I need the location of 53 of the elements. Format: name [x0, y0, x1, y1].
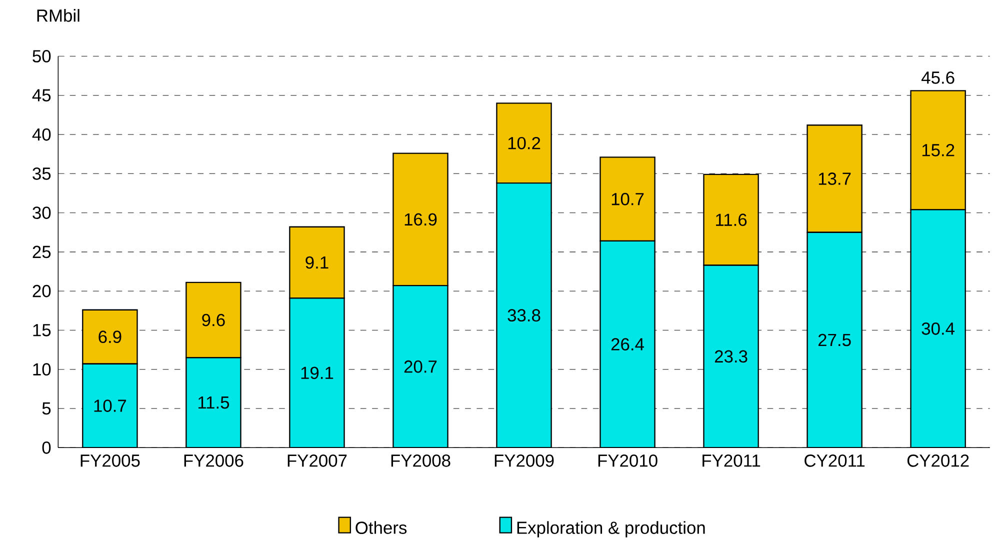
data-label: 30.4: [922, 322, 955, 335]
bar: [806, 232, 862, 448]
x-tick-label: FY2010: [598, 454, 658, 467]
x-tick-label: FY2008: [391, 454, 450, 467]
x-tick-label: FY2011: [702, 454, 760, 467]
bar: [289, 298, 345, 448]
bar: [186, 357, 242, 448]
x-tick-label: FY2007: [288, 454, 347, 467]
bar: [289, 226, 345, 299]
bar: [910, 209, 966, 448]
y-tick-label: 50: [32, 50, 51, 63]
legend-label: Exploration & production: [517, 521, 705, 538]
bar: [600, 240, 656, 448]
bar: [392, 285, 448, 448]
legend-label: Others: [356, 521, 407, 534]
data-label: 27.5: [818, 334, 851, 346]
y-tick-label: 20: [32, 285, 51, 298]
y-tick-label: 30: [32, 206, 51, 220]
data-label: 10.2: [508, 137, 540, 150]
y-axis-title: RMbil: [37, 9, 80, 22]
data-label: 9.1: [306, 256, 328, 269]
total-label: 45.6: [922, 72, 954, 84]
data-label: 26.4: [611, 338, 644, 351]
y-tick-label: 35: [32, 168, 51, 180]
bar: [82, 363, 138, 448]
data-label: 13.7: [818, 172, 851, 186]
y-tick-label: 45: [32, 89, 51, 102]
data-label: 15.2: [922, 144, 954, 156]
y-tick-label: 0: [42, 442, 51, 454]
x-tick-label: FY2005: [80, 454, 140, 467]
data-label: 11.5: [198, 396, 230, 409]
data-label: 6.9: [98, 330, 122, 344]
x-tick-label: FY2009: [494, 454, 554, 467]
y-tick-label: 25: [32, 246, 51, 258]
x-tick-label: FY2006: [184, 454, 244, 467]
data-label: 9.6: [202, 314, 225, 326]
x-tick-label: CY2012: [907, 454, 969, 467]
data-label: 16.9: [404, 213, 437, 226]
bar: [496, 182, 552, 448]
bar: [186, 282, 242, 358]
data-label: 10.7: [612, 193, 644, 206]
data-label: 19.1: [301, 366, 334, 380]
data-label: 11.6: [716, 214, 747, 226]
bar: [703, 264, 759, 448]
data-label: 20.7: [404, 360, 437, 373]
y-tick-label: 40: [32, 128, 51, 141]
y-tick-label: 15: [33, 324, 51, 336]
data-label: 10.7: [94, 400, 126, 412]
y-tick-label: 10: [33, 363, 51, 376]
data-label: 23.3: [714, 350, 748, 363]
x-tick-label: CY2011: [804, 454, 865, 467]
data-label: 33.8: [508, 309, 540, 322]
y-tick-label: 5: [42, 402, 51, 415]
